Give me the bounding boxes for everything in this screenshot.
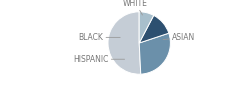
Wedge shape: [139, 15, 169, 43]
Wedge shape: [139, 33, 170, 74]
Wedge shape: [108, 12, 141, 74]
Wedge shape: [139, 12, 154, 43]
Text: WHITE: WHITE: [123, 0, 148, 15]
Text: HISPANIC: HISPANIC: [73, 55, 125, 64]
Text: ASIAN: ASIAN: [163, 33, 195, 42]
Text: BLACK: BLACK: [78, 33, 120, 42]
